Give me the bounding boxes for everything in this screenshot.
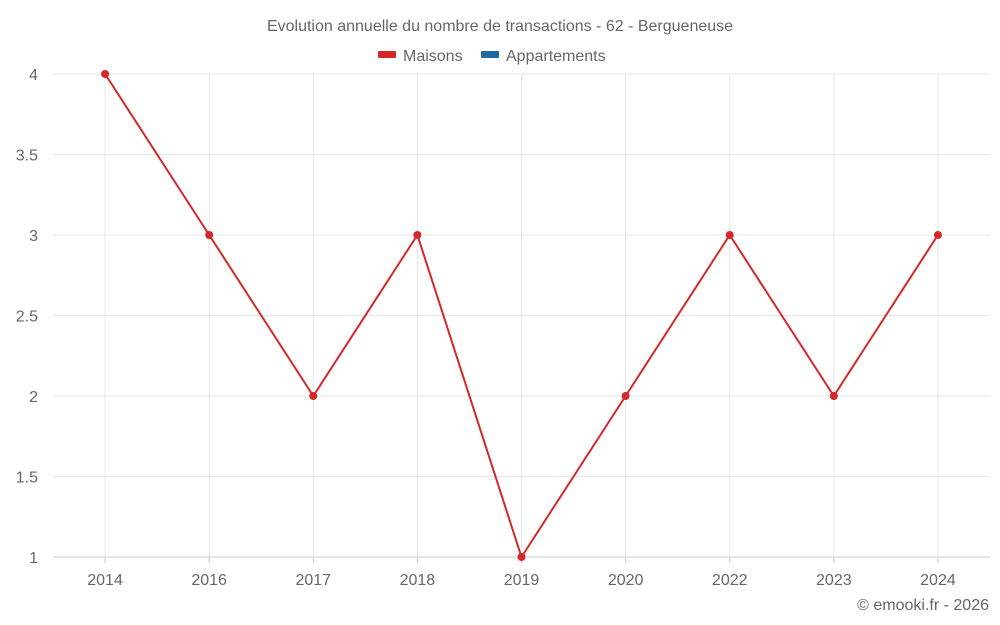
data-point[interactable] — [413, 231, 422, 239]
y-tick-label: 1 — [29, 550, 38, 567]
x-tick-label: 2023 — [816, 572, 852, 589]
data-point[interactable] — [621, 392, 630, 400]
legend-item-appartements[interactable]: Appartements — [481, 48, 606, 65]
axes: 1 1.5 2 2.5 3 3.5 4 2014 2016 2017 2018 2019 2020 202… — [16, 67, 990, 589]
data-point[interactable] — [933, 231, 942, 239]
legend-swatch-appartements — [481, 51, 499, 58]
y-tick-label: 2.5 — [16, 309, 38, 326]
credit-text: © emooki.fr - 2026 — [857, 597, 989, 614]
legend-label-appartements: Appartements — [506, 48, 606, 65]
x-tick-label: 2022 — [712, 572, 748, 589]
y-tick-label: 2 — [29, 389, 38, 406]
chart-title: Evolution annuelle du nombre de transact… — [267, 18, 733, 35]
y-tick-label: 4 — [29, 67, 38, 84]
legend: Maisons Appartements — [378, 48, 606, 65]
data-point[interactable] — [101, 70, 110, 78]
x-tick-label: 2024 — [920, 572, 956, 589]
legend-swatch-maisons — [378, 51, 396, 58]
y-tick-label: 3.5 — [16, 148, 38, 165]
y-tick-label: 1.5 — [16, 470, 38, 487]
grid — [53, 73, 990, 557]
series — [101, 70, 942, 561]
data-point[interactable] — [829, 392, 838, 400]
data-point[interactable] — [205, 231, 214, 239]
x-tick-label: 2014 — [87, 572, 123, 589]
x-tick-label: 2016 — [191, 572, 227, 589]
x-tick-label: 2017 — [295, 572, 331, 589]
data-point[interactable] — [517, 553, 526, 561]
data-point[interactable] — [309, 392, 318, 400]
y-tick-label: 3 — [29, 228, 38, 245]
legend-item-maisons[interactable]: Maisons — [378, 48, 463, 65]
legend-label-maisons: Maisons — [403, 48, 463, 65]
x-tick-label: 2018 — [400, 572, 436, 589]
x-tick-label: 2019 — [504, 572, 540, 589]
data-point[interactable] — [725, 231, 734, 239]
x-tick-label: 2020 — [608, 572, 644, 589]
